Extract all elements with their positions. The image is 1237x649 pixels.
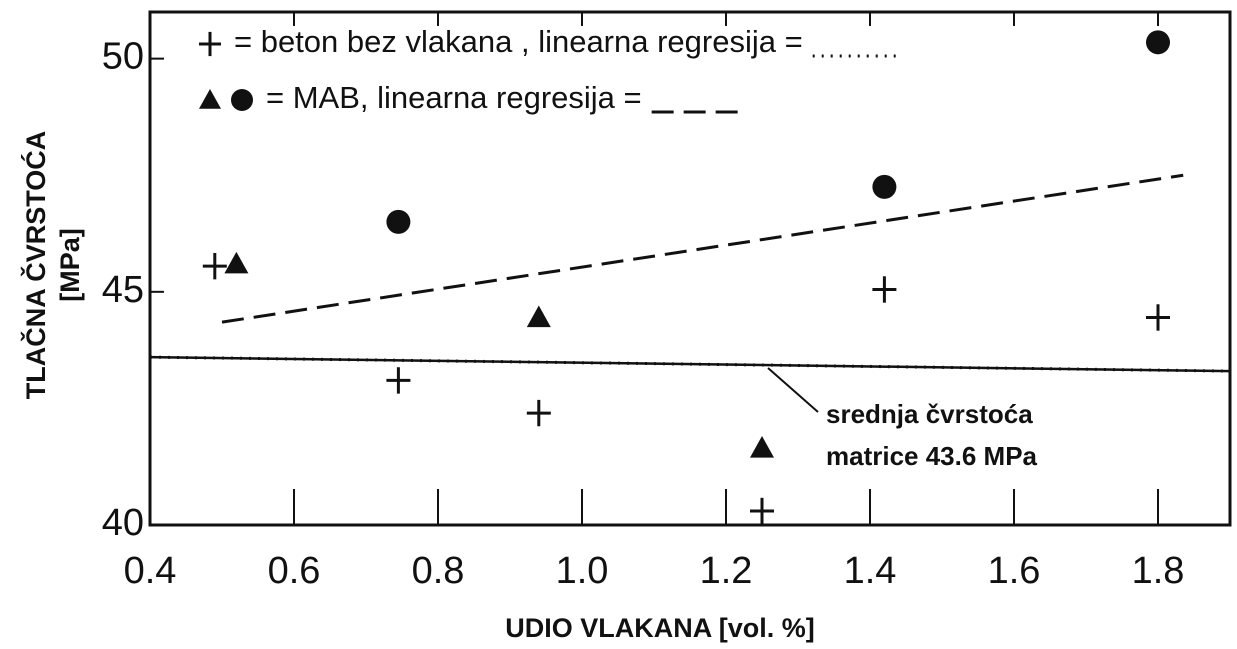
circle-marker xyxy=(231,89,253,111)
y-axis-label: [MPa] xyxy=(55,228,85,302)
x-tick-label: 0.8 xyxy=(412,550,465,592)
legend-label: = MAB, linearna regresija = xyxy=(266,80,642,115)
triangle-marker xyxy=(224,251,249,274)
x-tick-label: 1.8 xyxy=(1132,550,1185,592)
plus-marker xyxy=(872,276,897,303)
y-tick-label: 45 xyxy=(102,269,144,311)
circle-marker xyxy=(872,174,897,199)
plus-marker xyxy=(199,31,221,57)
x-axis-label: UDIO VLAKANA [vol. %] xyxy=(505,613,815,643)
y-tick-label: 40 xyxy=(102,502,144,544)
circle-marker xyxy=(1146,30,1170,55)
annotation: matrice 43.6 MPa xyxy=(826,441,1038,471)
plus-marker xyxy=(386,367,411,394)
y-tick-label: 50 xyxy=(102,36,144,78)
x-tick-label: 0.4 xyxy=(124,550,177,592)
regression-line xyxy=(221,173,1184,324)
plus-marker xyxy=(1146,304,1170,331)
plus-marker xyxy=(202,252,227,280)
y-axis-label: TLAČNA ČVRSTOĆA xyxy=(20,131,51,400)
x-tick-label: 1.6 xyxy=(988,550,1041,592)
plus-marker xyxy=(750,497,774,525)
annotation-leader xyxy=(767,367,819,413)
circle-marker xyxy=(386,209,411,234)
mean-line xyxy=(149,355,1231,373)
x-tick-label: 0.6 xyxy=(268,550,321,592)
legend-label: = beton bez vlakana , linearna regresija… xyxy=(234,24,803,59)
plus-marker xyxy=(526,399,551,427)
x-tick-label: 1.4 xyxy=(844,550,897,592)
triangle-marker xyxy=(199,89,221,109)
plot-frame xyxy=(148,10,1232,527)
triangle-marker xyxy=(526,305,551,328)
x-tick-label: 1.2 xyxy=(700,550,753,592)
triangle-marker xyxy=(750,436,774,458)
x-tick-label: 1.0 xyxy=(556,550,609,592)
annotation: srednja čvrstoća xyxy=(826,399,1033,429)
